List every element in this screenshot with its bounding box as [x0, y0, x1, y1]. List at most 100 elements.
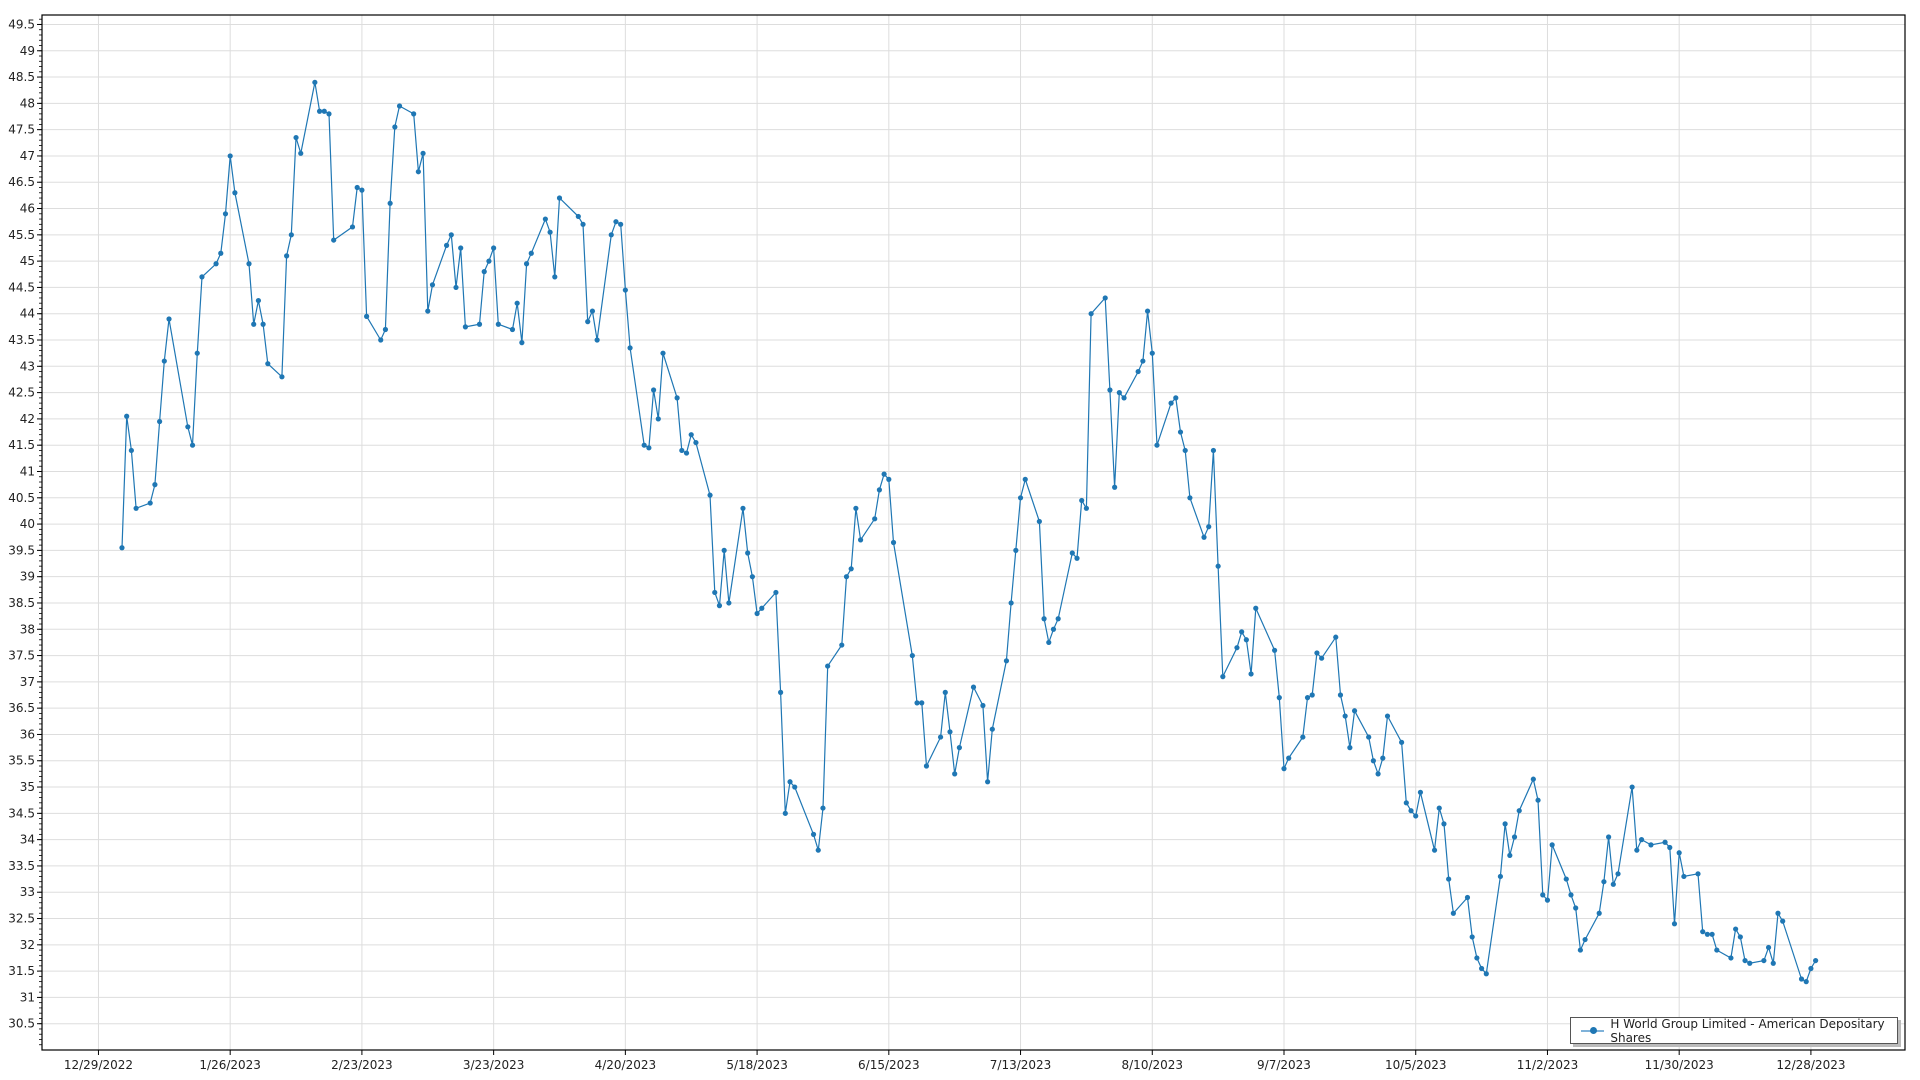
data-point [1107, 387, 1113, 393]
data-point [331, 237, 337, 243]
y-tick-label: 41.5 [8, 438, 35, 452]
data-point [890, 539, 897, 546]
data-point [1441, 821, 1447, 827]
data-point [509, 326, 516, 333]
legend-line-marker-icon [1581, 1026, 1605, 1036]
x-tick-label: 7/13/2023 [990, 1058, 1052, 1072]
y-tick-label: 38.5 [8, 596, 35, 610]
data-point [321, 108, 327, 114]
data-point [1370, 758, 1376, 764]
data-point [1737, 934, 1743, 940]
data-point [514, 300, 520, 306]
y-tick-label: 42 [20, 412, 35, 426]
data-point [251, 321, 257, 327]
data-point [1248, 671, 1254, 677]
data-point [1177, 429, 1184, 435]
data-point [1112, 484, 1118, 490]
data-point [1300, 734, 1306, 740]
data-point [1041, 616, 1047, 622]
data-point [279, 374, 285, 380]
data-point [726, 600, 732, 606]
data-point [1446, 876, 1452, 882]
data-point [1540, 892, 1546, 898]
data-point [425, 308, 431, 314]
data-point [1003, 658, 1010, 664]
data-point [415, 169, 421, 175]
data-point [519, 340, 525, 346]
y-tick-label: 49 [20, 44, 35, 58]
data-point [429, 282, 436, 288]
data-point [1770, 960, 1776, 966]
data-point [1050, 626, 1057, 632]
data-point [218, 250, 224, 256]
data-point [810, 831, 817, 837]
data-point [1497, 873, 1504, 880]
data-point [1502, 821, 1508, 827]
data-point [1210, 447, 1217, 454]
data-point [1135, 368, 1141, 375]
data-point [1765, 944, 1772, 951]
data-point [1036, 518, 1042, 525]
data-point [1808, 965, 1814, 972]
data-point [1671, 921, 1678, 927]
data-point [853, 505, 859, 511]
data-point [1704, 931, 1711, 937]
data-point [660, 350, 666, 356]
data-point [745, 550, 751, 556]
data-point [787, 779, 793, 785]
data-point [815, 847, 821, 853]
data-point [1681, 873, 1687, 880]
data-point [1351, 708, 1358, 714]
y-tick-label: 33.5 [8, 859, 35, 873]
y-tick-label: 41 [20, 464, 35, 478]
data-point [1102, 295, 1108, 301]
data-point [1182, 447, 1188, 454]
y-tick-label: 35 [20, 780, 35, 794]
data-point [542, 216, 548, 222]
data-point [194, 350, 200, 356]
data-point [1239, 629, 1245, 635]
data-point [1342, 713, 1348, 719]
y-tick-label: 46 [20, 202, 35, 216]
data-point [618, 221, 624, 227]
data-point [589, 308, 596, 314]
data-point [298, 150, 304, 156]
data-point [1507, 852, 1513, 859]
data-point [288, 232, 294, 238]
data-point [147, 500, 153, 506]
data-point [1431, 847, 1438, 853]
data-point [491, 245, 497, 251]
data-point [759, 605, 765, 611]
x-tick-label: 11/30/2023 [1645, 1058, 1714, 1072]
data-point [1375, 771, 1381, 777]
data-point [839, 642, 845, 648]
data-point [1116, 390, 1122, 396]
y-tick-label: 40.5 [8, 491, 35, 505]
data-point [1149, 350, 1155, 356]
data-point [189, 442, 196, 448]
data-point [1610, 881, 1616, 887]
data-point [1573, 905, 1579, 911]
data-point [1436, 805, 1442, 811]
data-point [1733, 926, 1739, 932]
data-point [1074, 555, 1080, 561]
data-point [1173, 395, 1179, 401]
data-point [265, 361, 271, 367]
data-point [754, 610, 760, 617]
data-point [1530, 776, 1536, 782]
data-point [881, 471, 887, 477]
data-point [937, 734, 944, 740]
data-point [1549, 842, 1555, 848]
data-point [820, 805, 826, 811]
data-point [1206, 524, 1212, 530]
data-point [1695, 871, 1701, 877]
data-point [909, 652, 915, 659]
x-tick-label: 8/10/2023 [1122, 1058, 1184, 1072]
data-point [712, 589, 718, 596]
x-tick-label: 3/23/2023 [463, 1058, 525, 1072]
data-point [1281, 766, 1287, 772]
data-point [359, 187, 365, 193]
data-point [683, 450, 690, 456]
data-point [1728, 955, 1734, 961]
y-tick-label: 36 [20, 727, 35, 741]
